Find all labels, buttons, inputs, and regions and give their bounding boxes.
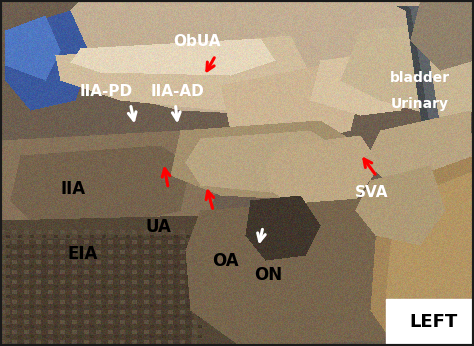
Text: bladder: bladder (390, 71, 449, 85)
Text: LEFT: LEFT (410, 313, 458, 331)
Text: IIA-PD: IIA-PD (80, 84, 133, 99)
Text: OA: OA (212, 252, 238, 270)
Text: ON: ON (254, 266, 282, 284)
Text: SVA: SVA (356, 184, 389, 200)
Bar (386, 299, 474, 346)
Text: EIA: EIA (68, 245, 98, 263)
Text: Urinary: Urinary (391, 97, 448, 111)
Text: ObUA: ObUA (173, 34, 220, 49)
Text: IIA-AD: IIA-AD (151, 84, 205, 99)
Text: IIA: IIA (61, 180, 86, 198)
Text: UA: UA (146, 218, 172, 236)
